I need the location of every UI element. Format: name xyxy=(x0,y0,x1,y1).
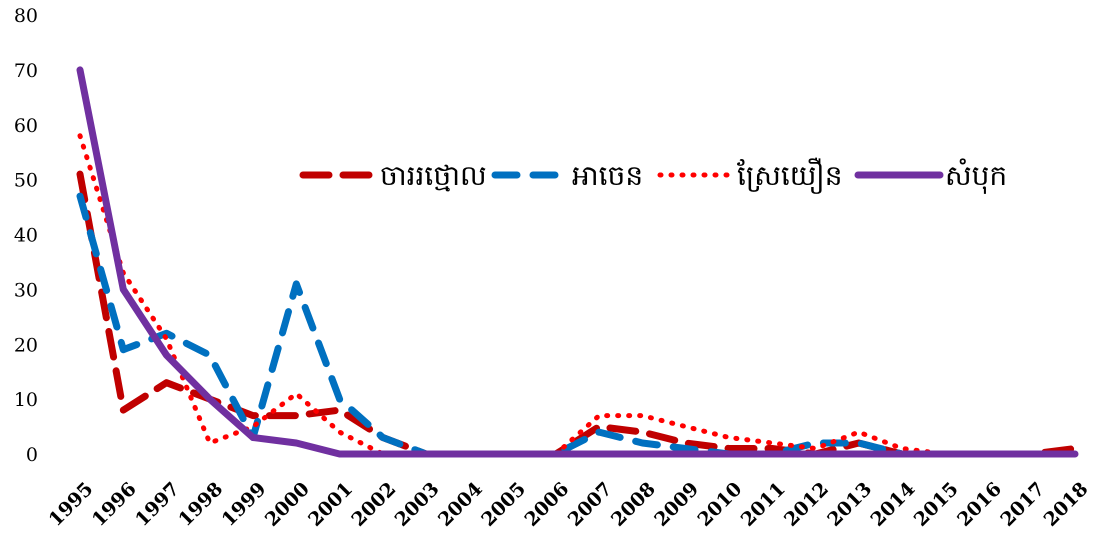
x-tick-label: 2012 xyxy=(780,478,833,531)
x-tick-label: 2003 xyxy=(391,478,444,531)
y-tick-label: 0 xyxy=(26,444,38,466)
y-axis: 0 10 20 30 40 50 60 70 80 xyxy=(14,5,38,466)
x-tick-label: 2010 xyxy=(693,478,746,531)
x-tick-label: 1996 xyxy=(88,478,141,531)
legend-label-2: ស្រែយឿន xyxy=(737,157,843,194)
x-tick-label: 2000 xyxy=(261,478,314,531)
x-tick-label: 2008 xyxy=(607,478,660,531)
y-tick-label: 20 xyxy=(14,334,38,356)
x-tick-label: 2009 xyxy=(650,478,703,531)
x-tick-label: 2013 xyxy=(823,478,876,531)
y-tick-label: 60 xyxy=(14,115,38,137)
legend-label-1: អាចេន xyxy=(572,159,643,192)
y-tick-label: 50 xyxy=(14,170,38,192)
y-tick-label: 80 xyxy=(14,5,38,27)
x-tick-label: 2002 xyxy=(347,478,400,531)
x-tick-label: 2007 xyxy=(564,478,617,531)
x-tick-label: 2018 xyxy=(1040,478,1093,531)
y-tick-label: 10 xyxy=(14,389,38,411)
y-tick-label: 30 xyxy=(14,279,38,301)
y-tick-label: 40 xyxy=(14,225,38,247)
x-tick-label: 1997 xyxy=(131,478,184,531)
legend: ចាររថ្មោល អាចេន ស្រែយឿន សំបុក xyxy=(299,157,1007,194)
x-tick-label: 2017 xyxy=(996,478,1049,531)
x-tick-label: 2004 xyxy=(434,478,487,531)
x-tick-label: 2015 xyxy=(910,478,963,531)
series-line-3 xyxy=(76,66,1079,458)
x-tick-label: 1998 xyxy=(174,478,227,531)
legend-label-0: ចាររថ្មោល xyxy=(380,159,487,192)
x-tick-label: 2016 xyxy=(953,478,1006,531)
x-tick-label: 2011 xyxy=(737,478,790,531)
y-tick-label: 70 xyxy=(14,60,38,82)
x-tick-label: 1995 xyxy=(45,478,98,531)
legend-label-3: សំបុក xyxy=(945,158,1007,194)
series-layer xyxy=(76,66,1079,458)
x-axis: 1995199619971998199920002001200220032004… xyxy=(45,478,1093,531)
x-tick-label: 2001 xyxy=(304,478,357,531)
x-tick-label: 2005 xyxy=(477,478,530,531)
x-tick-label: 2014 xyxy=(867,478,920,531)
x-tick-label: 2006 xyxy=(520,478,573,531)
x-tick-label: 1999 xyxy=(218,478,271,531)
